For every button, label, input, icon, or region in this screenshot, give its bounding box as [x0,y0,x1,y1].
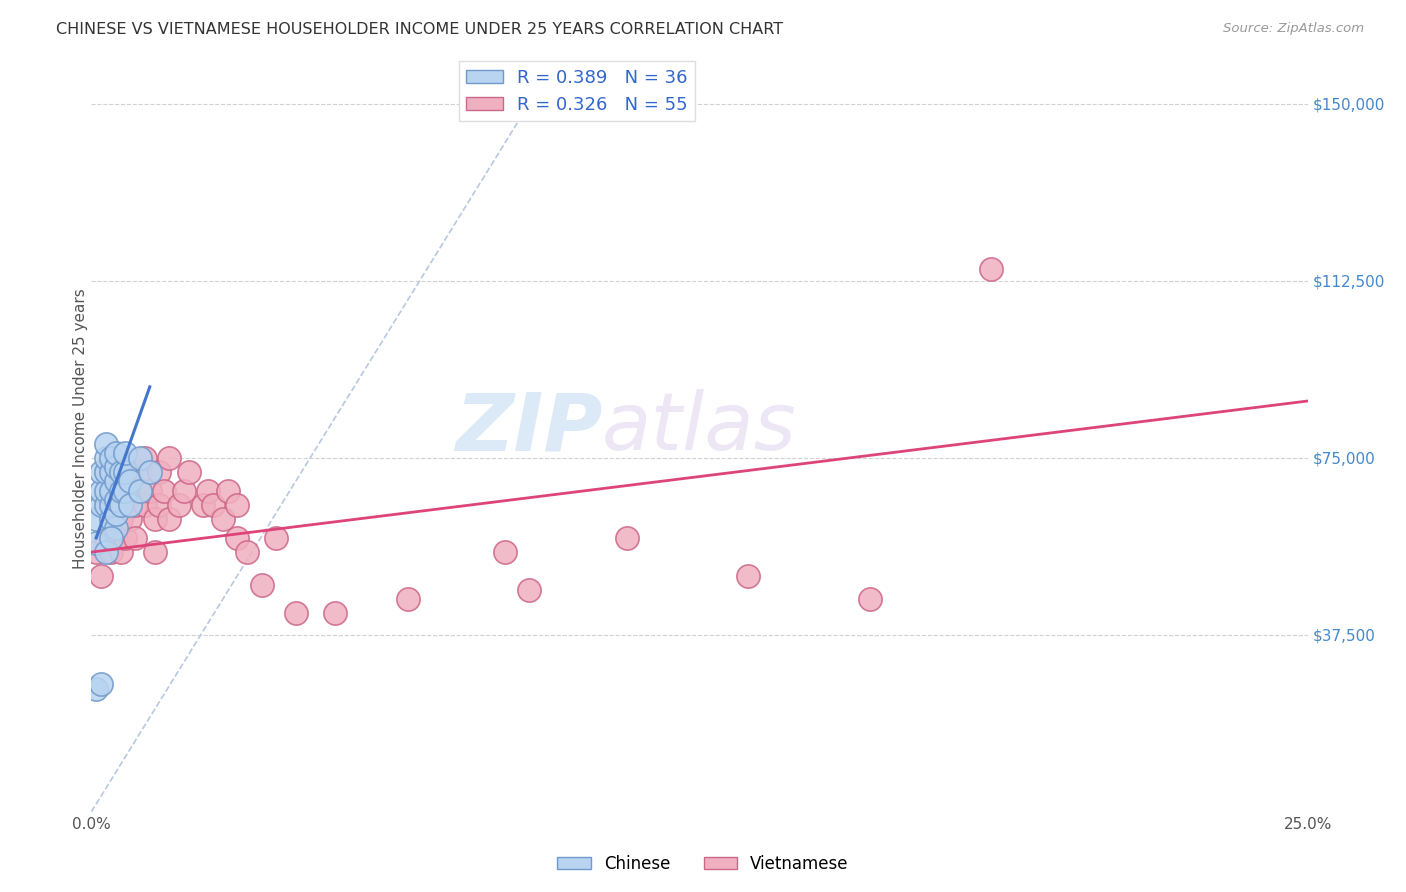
Point [217,483,239,498]
Point [980,261,1002,276]
Point [134,450,156,465]
Point [90,677,112,691]
Point [104,465,127,479]
Point [226,531,249,545]
Point [173,483,195,498]
Point [94,465,117,479]
Point [129,483,152,498]
Point [104,475,127,489]
Point [104,498,127,512]
Point [226,498,249,512]
Point [110,465,132,479]
Point [104,446,127,460]
Point [100,512,122,526]
Point [120,475,142,489]
Point [157,512,180,526]
Text: ZIP: ZIP [454,389,602,467]
Point [100,498,122,512]
Point [84,512,107,526]
Point [104,493,127,508]
Point [114,483,136,498]
Point [100,512,122,526]
Text: Source: ZipAtlas.com: Source: ZipAtlas.com [1223,22,1364,36]
Point [94,436,117,450]
Point [90,465,112,479]
Point [143,512,166,526]
Point [129,483,152,498]
Point [616,531,638,545]
Point [129,465,152,479]
Point [114,498,136,512]
Point [94,498,117,512]
Point [143,545,166,559]
Legend: Chinese, Vietnamese: Chinese, Vietnamese [551,848,855,880]
Point [94,498,117,512]
Point [114,465,136,479]
Point [517,582,540,597]
Point [197,483,219,498]
Point [94,545,117,559]
Point [110,512,132,526]
Point [148,465,170,479]
Point [100,545,122,559]
Text: atlas: atlas [602,389,797,467]
Point [104,531,127,545]
Point [211,512,233,526]
Point [100,483,122,498]
Point [90,498,112,512]
Point [124,498,146,512]
Point [100,531,122,545]
Point [110,545,132,559]
Point [157,450,180,465]
Point [120,512,142,526]
Point [148,498,170,512]
Point [100,483,122,498]
Point [120,498,142,512]
Point [120,465,142,479]
Point [114,531,136,545]
Legend: R = 0.389   N = 36, R = 0.326   N = 55: R = 0.389 N = 36, R = 0.326 N = 55 [460,62,695,120]
Point [94,450,117,465]
Point [100,465,122,479]
Point [84,535,107,549]
Point [737,568,759,582]
Point [202,498,225,512]
Point [104,508,127,522]
Point [494,545,516,559]
Point [129,450,152,465]
Point [120,483,142,498]
Point [177,465,200,479]
Point [84,545,107,559]
Point [859,592,882,607]
Point [84,681,107,696]
Point [100,450,122,465]
Point [167,498,190,512]
Point [264,531,287,545]
Point [284,607,307,621]
Point [193,498,215,512]
Y-axis label: Householder Income Under 25 years: Householder Income Under 25 years [73,288,87,568]
Point [114,446,136,460]
Point [396,592,419,607]
Point [153,483,176,498]
Point [94,465,117,479]
Point [250,578,273,592]
Point [94,531,117,545]
Point [124,531,146,545]
Point [134,498,156,512]
Point [94,483,117,498]
Point [104,521,127,535]
Point [139,483,162,498]
Point [90,568,112,582]
Point [110,498,132,512]
Point [104,460,127,475]
Point [236,545,259,559]
Point [110,483,132,498]
Point [323,607,346,621]
Text: CHINESE VS VIETNAMESE HOUSEHOLDER INCOME UNDER 25 YEARS CORRELATION CHART: CHINESE VS VIETNAMESE HOUSEHOLDER INCOME… [56,22,783,37]
Point [90,483,112,498]
Point [114,465,136,479]
Point [139,465,162,479]
